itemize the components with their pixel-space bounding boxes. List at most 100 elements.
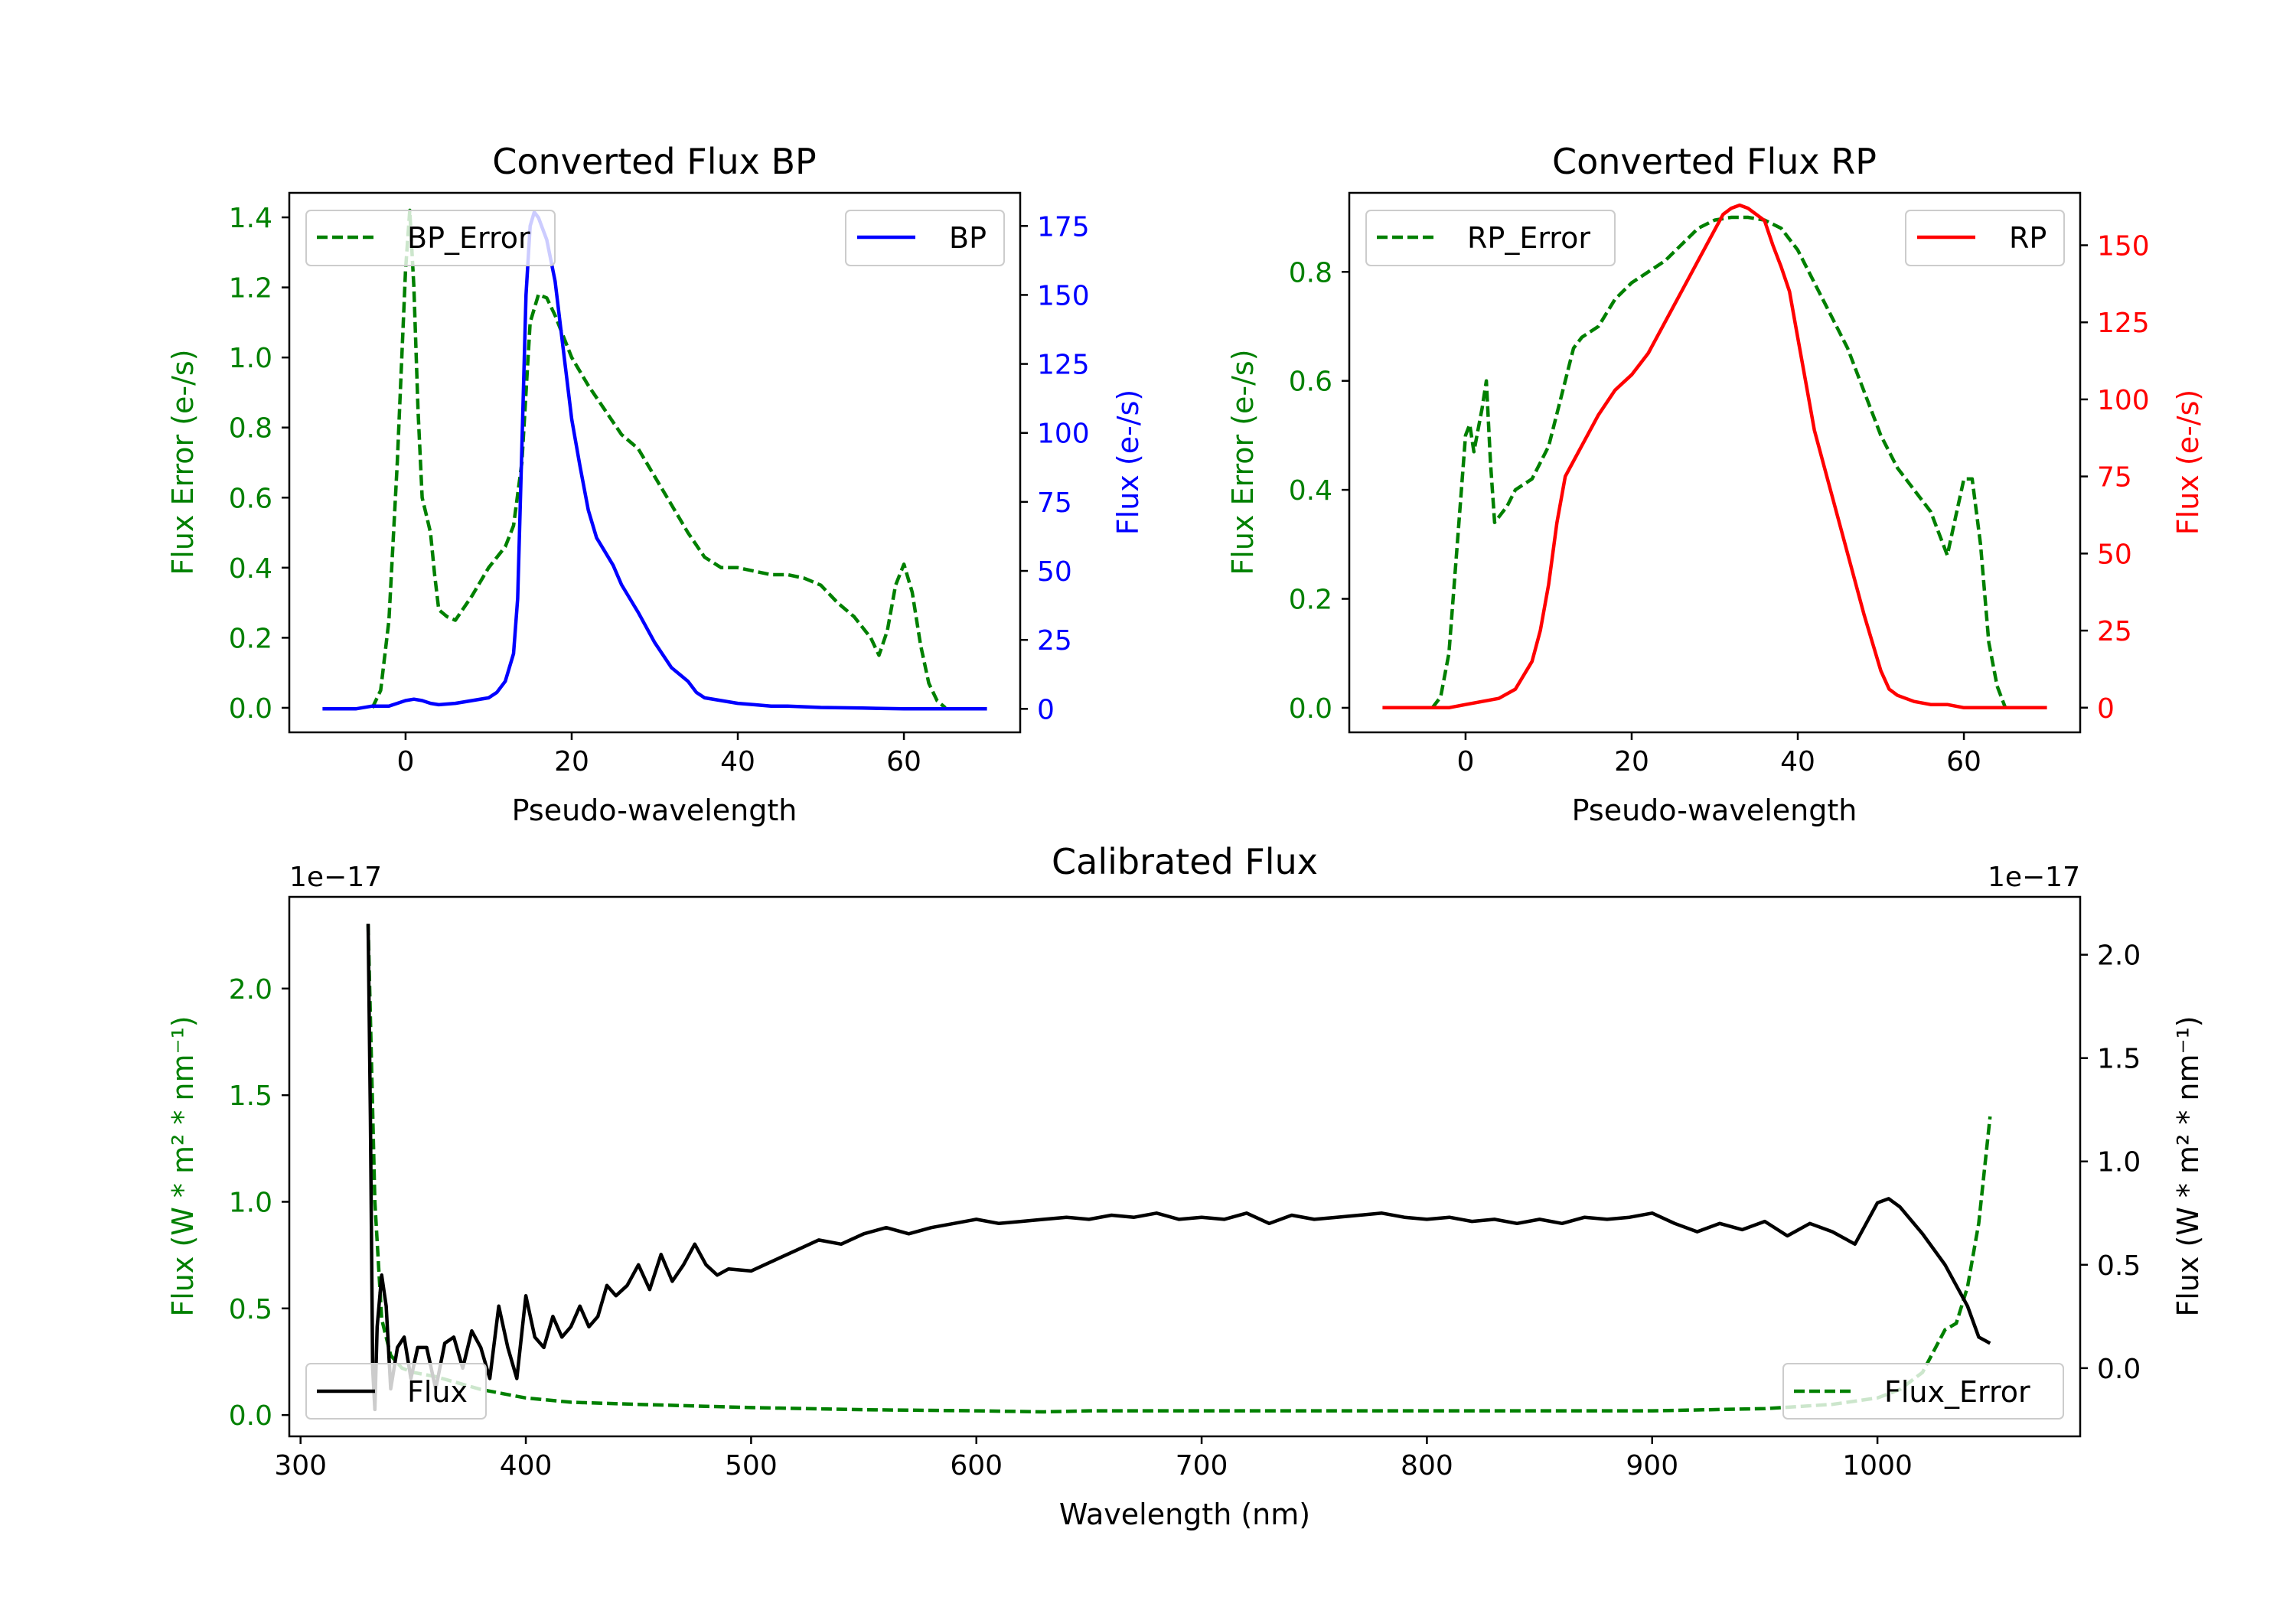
cal-ytick-right-label: 0.5 [2097,1250,2141,1282]
cal-legend-flux-box [305,1363,487,1420]
bp-ytick-right-label: 100 [1037,419,1090,450]
rp-ytick-left-label: 0.6 [1289,367,1332,398]
rp-ytick-right-label: 100 [2097,385,2150,416]
cal-offset-left: 1e−17 [289,862,382,893]
bp-title: Converted Flux BP [492,141,817,182]
cal-ytick-left-label: 1.0 [229,1187,272,1218]
rp-ytick-right-label: 0 [2097,693,2115,725]
rp-xtick-label: 0 [1456,746,1474,777]
rp-series-rp-line [1382,203,2047,710]
rp-legend-flux: RP [1905,210,2065,266]
cal-ytick-left-label: 1.5 [229,1081,272,1112]
cal-ytick-right-label: 0.0 [2097,1354,2141,1385]
cal-title: Calibrated Flux [1052,841,1318,882]
cal-yticks-right: 0.0 0.5 1.0 1.5 2.0 [2080,940,2141,1385]
cal-xtick-label: 800 [1401,1450,1453,1482]
bp-ytick-left-label: 0.4 [229,553,272,585]
bp-legend-flux-box [845,210,1005,266]
bp-ytick-left-label: 0.2 [229,623,272,654]
bp-ytick-left-label: 0.0 [229,693,272,725]
cal-ylabel-right: Flux (W * m² * nm⁻¹) [2171,1015,2205,1316]
bp-xtick-label: 60 [886,746,921,777]
bp-ytick-left-label: 1.0 [229,343,272,374]
bp-ylabel-left: Flux Error (e-/s) [166,349,200,575]
chart-bp: 0 20 40 60 0.0 0.2 0.4 0.6 0.8 1.0 1.2 1.4 0 25 50 75… [166,141,1145,827]
rp-xlabel: Pseudo-wavelength [1572,794,1857,827]
bp-data [322,208,987,711]
cal-ytick-left-label: 0.5 [229,1294,272,1325]
cal-offset-right: 1e−17 [1988,862,2080,893]
cal-legend-flux-label: Flux [407,1375,468,1409]
rp-ytick-right-label: 125 [2097,308,2150,339]
rp-yticks-right: 0 25 50 75 100 125 150 [2080,230,2150,725]
rp-data [1382,203,2047,710]
cal-series-flux-error-line [366,924,1992,1414]
cal-ytick-left-label: 0.0 [229,1400,272,1432]
cal-xtick-label: 400 [500,1450,553,1482]
chart-calibrated: 300 400 500 600 700 800 900 1000 0.0 0.5 1.0 1.5 2.… [166,841,2205,1531]
bp-legend-error-label: BP_Error [407,221,530,255]
bp-ytick-left-label: 1.2 [229,273,272,305]
rp-ytick-right-label: 150 [2097,230,2150,262]
bp-ytick-right-label: 0 [1037,694,1055,725]
bp-ylabel-right: Flux (e-/s) [1111,390,1145,535]
cal-series-flux-line [366,924,1991,1412]
rp-ytick-right-label: 25 [2097,616,2132,647]
cal-xtick-label: 900 [1626,1450,1678,1482]
rp-series-rp-error-line [1430,215,2007,709]
rp-ylabel-right: Flux (e-/s) [2171,390,2205,535]
chart-rp: 0 20 40 60 0.0 0.2 0.4 0.6 0.8 0 25 50 75 100 125 150… [1226,141,2205,827]
bp-yticks-right: 0 25 50 75 100 125 150 175 [1020,211,1090,725]
bp-legend-flux: BP [845,210,1005,266]
cal-xtick-label: 300 [274,1450,327,1482]
rp-ytick-right-label: 75 [2097,462,2132,494]
rp-ytick-left-label: 0.8 [1289,257,1332,288]
bp-legend-error-box [305,210,556,266]
bp-xticks: 0 20 40 60 [396,732,921,777]
cal-legend-error: Flux_Error [1782,1363,2064,1420]
rp-ytick-right-label: 50 [2097,539,2132,570]
cal-ytick-right-label: 2.0 [2097,940,2141,972]
bp-series-bp-line [322,210,987,711]
rp-legend-flux-box [1905,210,2065,266]
rp-ytick-left-label: 0.4 [1289,475,1332,507]
cal-axes-frame [288,895,2082,1438]
bp-xtick-label: 20 [554,746,589,777]
bp-series-bp-error-line [370,208,947,709]
bp-legend-error: BP_Error [305,210,556,266]
cal-ylabel-left: Flux (W * m² * nm⁻¹) [166,1015,200,1316]
cal-yticks-left: 0.0 0.5 1.0 1.5 2.0 [229,974,289,1432]
cal-legend-error-label: Flux_Error [1884,1375,2030,1409]
cal-xlabel: Wavelength (nm) [1059,1498,1310,1531]
rp-legend-error-box [1365,210,1616,266]
bp-ytick-left-label: 0.6 [229,483,272,514]
cal-ytick-right-label: 1.5 [2097,1044,2141,1075]
cal-xticks: 300 400 500 600 700 800 900 1000 [274,1436,1913,1482]
bp-ytick-right-label: 125 [1037,350,1090,381]
rp-ytick-left-label: 0.2 [1289,585,1332,616]
bp-xlabel: Pseudo-wavelength [512,794,797,827]
cal-legend-flux: Flux [305,1363,487,1420]
bp-ytick-left-label: 1.4 [229,203,272,234]
rp-ylabel-left: Flux Error (e-/s) [1226,349,1260,575]
bp-ytick-left-label: 0.8 [229,413,272,445]
cal-xtick-label: 600 [950,1450,1003,1482]
cal-ytick-right-label: 1.0 [2097,1147,2141,1178]
cal-ytick-left-label: 2.0 [229,974,272,1006]
bp-ytick-right-label: 175 [1037,211,1090,243]
rp-axes-frame [1348,191,2082,734]
rp-xtick-label: 40 [1780,746,1815,777]
bp-xtick-label: 0 [396,746,414,777]
bp-xtick-label: 40 [720,746,755,777]
rp-title: Converted Flux RP [1552,141,1877,182]
rp-xticks: 0 20 40 60 [1456,732,1981,777]
rp-legend-error-label: RP_Error [1467,221,1590,255]
cal-legend-error-box [1782,1363,2064,1420]
bp-ytick-right-label: 50 [1037,556,1072,588]
bp-ytick-right-label: 150 [1037,280,1090,311]
cal-data [366,924,1992,1414]
cal-xtick-label: 700 [1176,1450,1228,1482]
rp-legend-flux-label: RP [2009,221,2047,255]
